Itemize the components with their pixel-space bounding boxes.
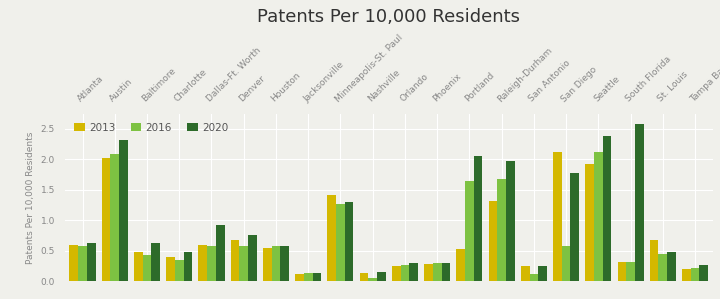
Bar — [359, 273, 369, 281]
Bar — [424, 264, 433, 281]
Bar — [110, 154, 119, 281]
Bar — [134, 252, 143, 281]
Bar — [143, 255, 151, 281]
Bar — [207, 246, 216, 281]
Bar — [667, 252, 676, 281]
Bar — [603, 136, 611, 281]
Bar — [151, 243, 160, 281]
Bar — [441, 263, 450, 281]
Bar — [521, 266, 529, 281]
Bar — [345, 202, 354, 281]
Bar — [78, 246, 87, 281]
Bar — [635, 124, 644, 281]
Bar — [392, 266, 400, 281]
Bar — [336, 204, 345, 281]
Bar — [618, 262, 626, 281]
Bar — [506, 161, 515, 281]
Y-axis label: Patents Per 10,000 Residents: Patents Per 10,000 Residents — [26, 131, 35, 263]
Bar — [69, 245, 78, 281]
Bar — [166, 257, 175, 281]
Bar — [304, 273, 312, 281]
Bar — [230, 240, 239, 281]
Bar — [659, 254, 667, 281]
Bar — [280, 246, 289, 281]
Bar — [553, 152, 562, 281]
Bar — [271, 246, 280, 281]
Bar — [87, 243, 96, 281]
Bar — [529, 274, 539, 281]
Bar — [328, 195, 336, 281]
Bar — [216, 225, 225, 281]
Bar — [295, 274, 304, 281]
Bar — [570, 173, 579, 281]
Bar — [498, 179, 506, 281]
Bar — [433, 263, 441, 281]
Bar — [377, 272, 386, 281]
Bar — [456, 249, 465, 281]
Bar — [248, 235, 257, 281]
Bar — [474, 156, 482, 281]
Bar — [102, 158, 110, 281]
Bar — [369, 278, 377, 281]
Bar — [562, 246, 570, 281]
Bar — [199, 245, 207, 281]
Bar — [175, 260, 184, 281]
Bar — [489, 201, 498, 281]
Bar — [539, 266, 547, 281]
Bar — [465, 181, 474, 281]
Bar — [626, 262, 635, 281]
Bar — [699, 265, 708, 281]
Bar — [690, 268, 699, 281]
Bar — [682, 269, 690, 281]
Bar — [263, 248, 271, 281]
Bar — [649, 240, 659, 281]
Bar — [400, 265, 409, 281]
Bar — [312, 273, 321, 281]
Title: Patents Per 10,000 Residents: Patents Per 10,000 Residents — [257, 8, 521, 26]
Bar — [239, 246, 248, 281]
Bar — [409, 263, 418, 281]
Bar — [119, 140, 128, 281]
Bar — [594, 152, 603, 281]
Legend: 2013, 2016, 2020: 2013, 2016, 2020 — [70, 119, 233, 137]
Bar — [585, 164, 594, 281]
Bar — [184, 252, 192, 281]
